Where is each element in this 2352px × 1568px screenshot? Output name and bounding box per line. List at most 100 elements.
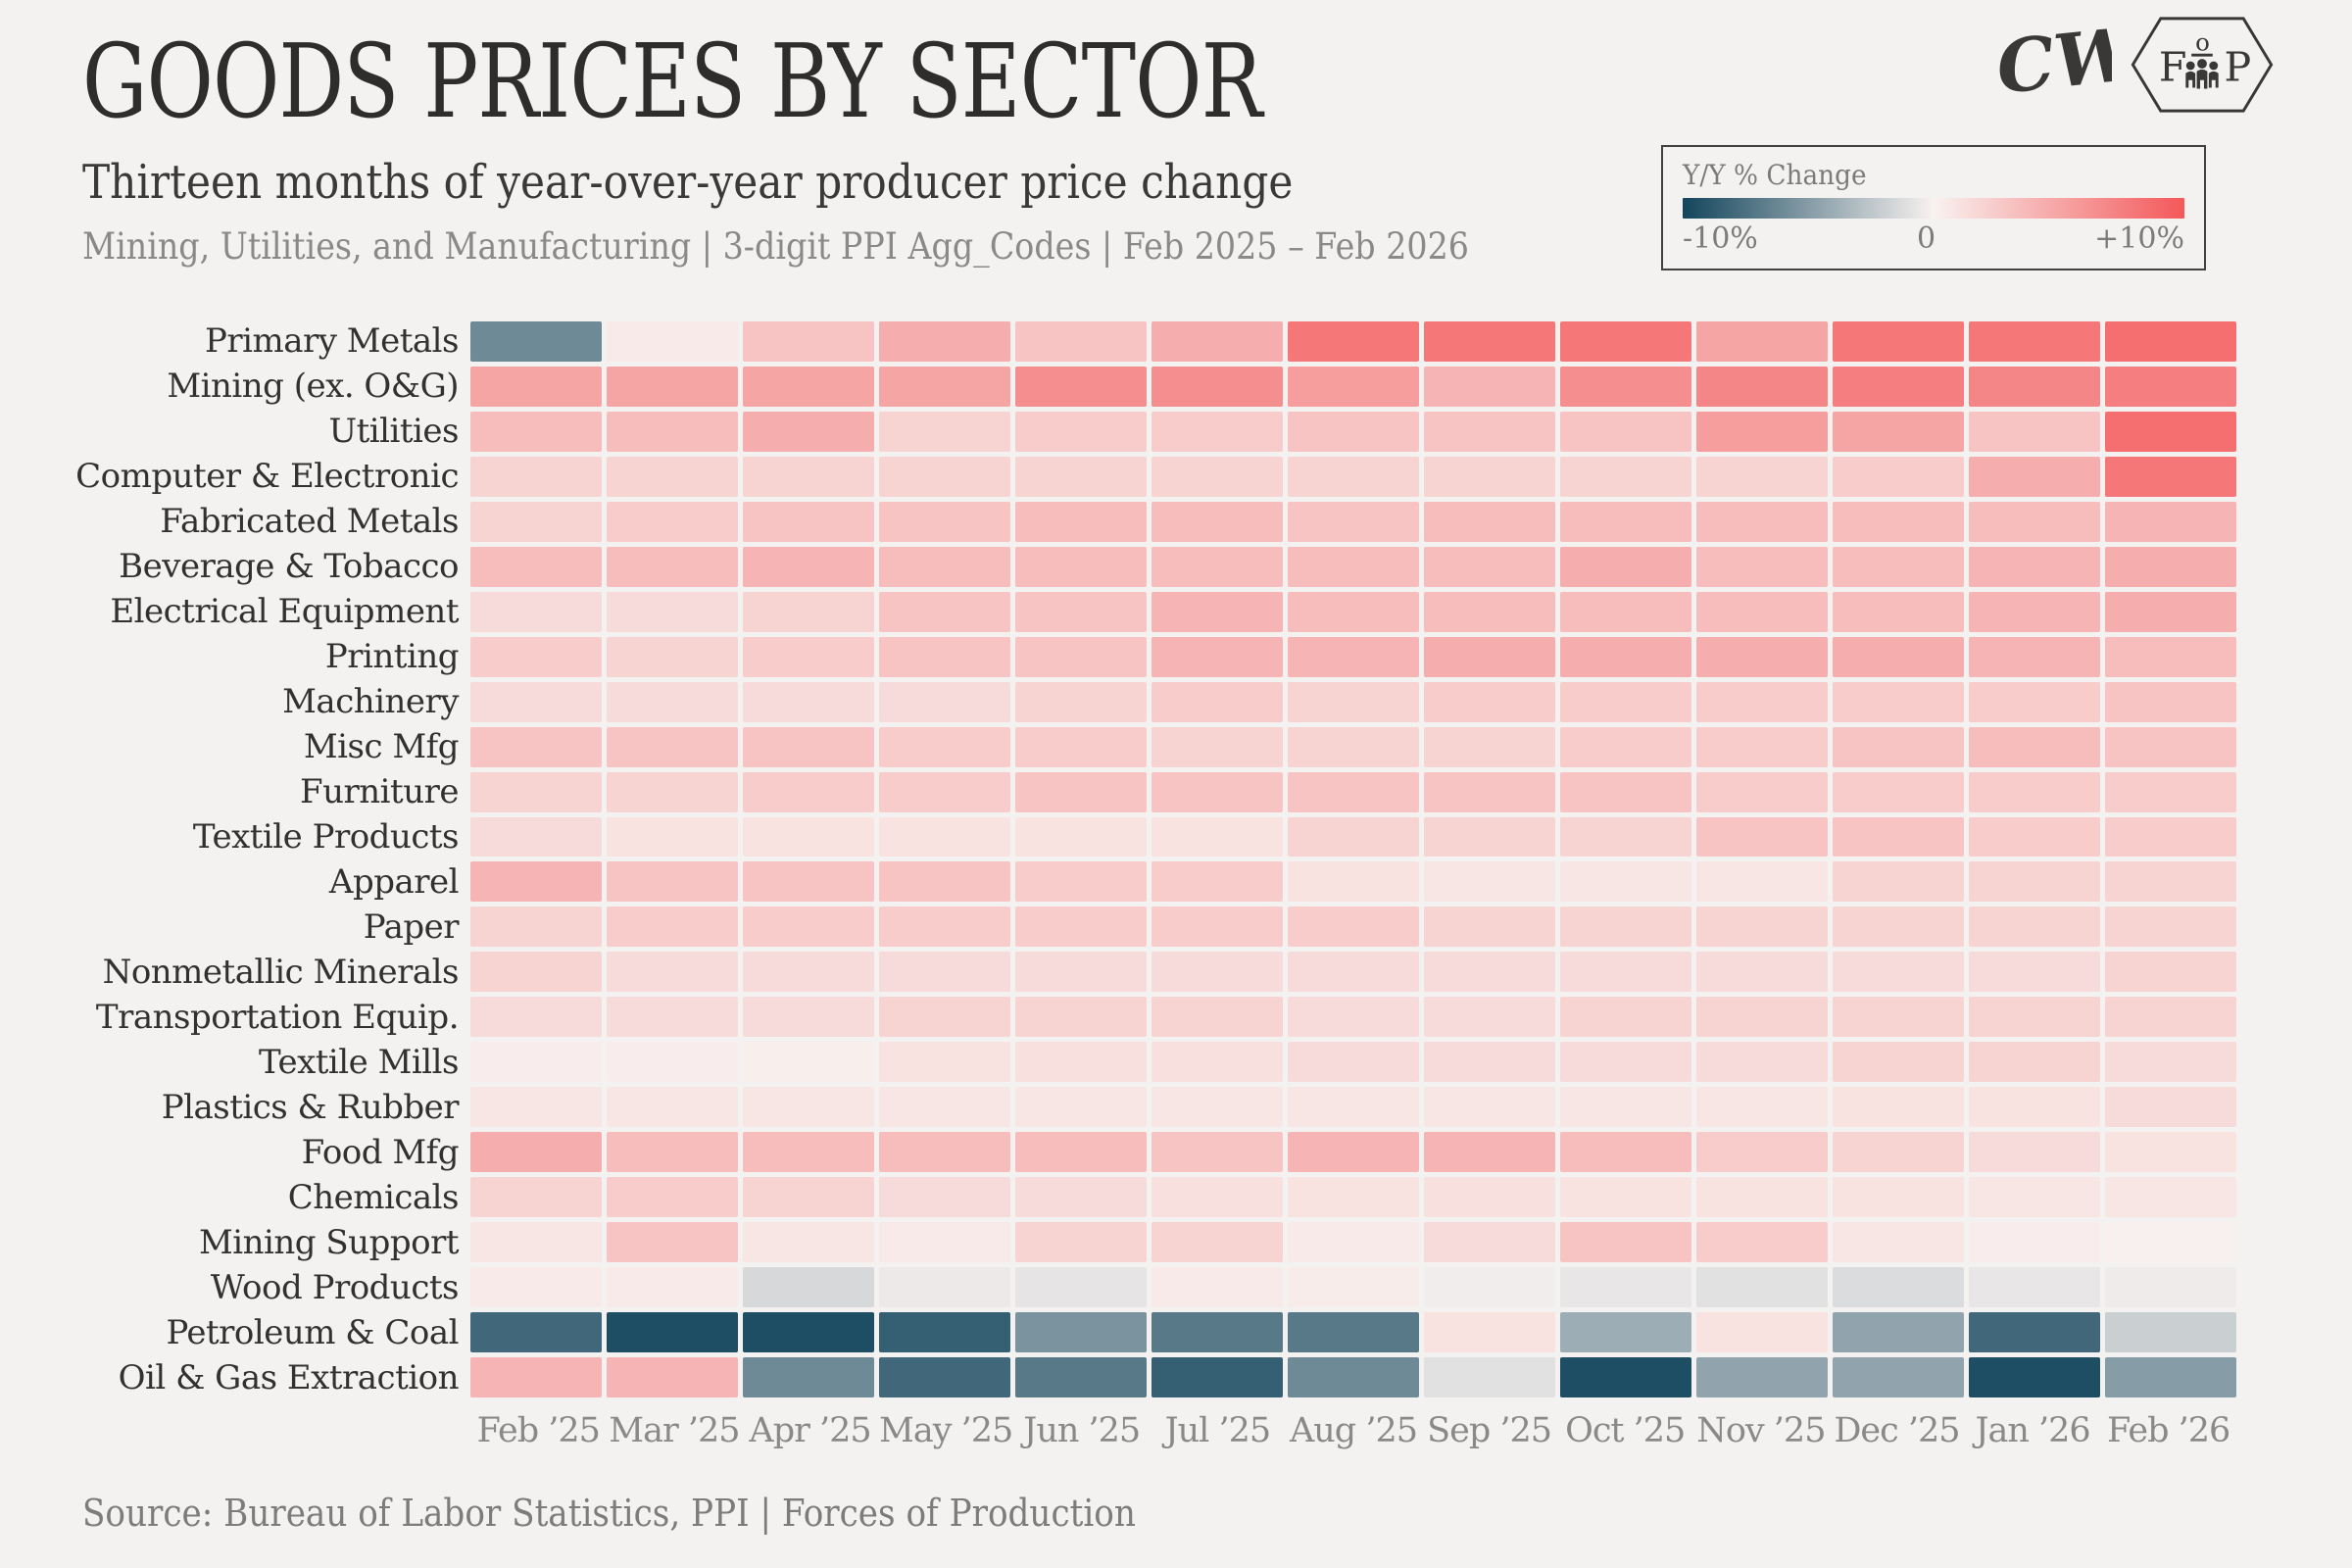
- page-subtitle: Thirteen months of year-over-year produc…: [82, 155, 1294, 210]
- heatmap-cell: [743, 906, 874, 948]
- month-label: Feb ’25: [476, 1411, 601, 1450]
- heatmap-cell: [879, 952, 1010, 993]
- heatmap-cell: [2105, 861, 2236, 903]
- heatmap-cell: [2105, 952, 2236, 993]
- heatmap-cell: [879, 906, 1010, 948]
- heatmap-cell: [470, 501, 602, 542]
- heatmap-cell: [1015, 1357, 1147, 1397]
- heatmap-cell: [1424, 681, 1555, 722]
- row-label: Mining Support: [198, 1222, 460, 1262]
- heatmap-cell: [1424, 771, 1555, 812]
- heatmap-cell: [743, 681, 874, 722]
- heatmap-cell: [2105, 1177, 2236, 1218]
- heatmap-cell: [1560, 636, 1691, 677]
- month-label: May ’25: [879, 1411, 1013, 1450]
- heatmap-cell: [1833, 1087, 1964, 1128]
- heatmap-cell: [879, 726, 1010, 767]
- heatmap-cell: [470, 681, 602, 722]
- heatmap-cell: [1696, 366, 1828, 407]
- heatmap-cell: [1288, 1177, 1419, 1218]
- heatmap-cell: [1969, 726, 2100, 767]
- heatmap-cell: [2105, 501, 2236, 542]
- heatmap-cell: [879, 771, 1010, 812]
- heatmap-cell: [1152, 546, 1283, 587]
- heatmap-cell: [1424, 816, 1555, 858]
- heatmap-cell: [879, 1132, 1010, 1173]
- month-labels: Feb ’25 Mar ’25 Apr ’25 May ’25 Jun ’25 Jul ’…: [470, 1411, 2236, 1450]
- heatmap-cell: [743, 456, 874, 497]
- heatmap-cell: [1015, 456, 1147, 497]
- heatmap-cell: [1152, 1042, 1283, 1083]
- heatmap-cell: [1424, 501, 1555, 542]
- heatmap-cell: [879, 1087, 1010, 1128]
- month-label: Jul ’25: [1164, 1411, 1272, 1450]
- heatmap-cell: [1696, 591, 1828, 632]
- heatmap-cell: [1696, 1042, 1828, 1083]
- heatmap-cell: [1424, 1222, 1555, 1263]
- heatmap-cell: [1560, 1267, 1691, 1308]
- heatmap-cell: [743, 726, 874, 767]
- heatmap-cell: [743, 952, 874, 993]
- fop-letter-o: o: [2195, 27, 2210, 56]
- heatmap-cell: [1833, 501, 1964, 542]
- heatmap-cell: [1288, 861, 1419, 903]
- heatmap-cell: [1424, 636, 1555, 677]
- heatmap-cell: [1015, 591, 1147, 632]
- heatmap-cell: [1560, 861, 1691, 903]
- heatmap-cell: [743, 546, 874, 587]
- month-label: Aug ’25: [1289, 1411, 1418, 1450]
- heatmap-cell: [1969, 906, 2100, 948]
- heatmap-cell: [1015, 501, 1147, 542]
- heatmap-cell: [1015, 997, 1147, 1038]
- heatmap-cell: [607, 1042, 738, 1083]
- heatmap-cell: [607, 1222, 738, 1263]
- heatmap-cell: [1696, 546, 1828, 587]
- heatmap: [470, 321, 2236, 1397]
- row-label: Wood Products: [210, 1267, 460, 1307]
- page-title: GOODS PRICES BY SECTOR: [82, 22, 1262, 141]
- heatmap-cell: [470, 1132, 602, 1173]
- heatmap-cell: [1833, 636, 1964, 677]
- heatmap-cell: [1015, 366, 1147, 407]
- heatmap-cell: [1969, 591, 2100, 632]
- heatmap-cell: [879, 456, 1010, 497]
- heatmap-cell: [607, 1357, 738, 1397]
- heatmap-cell: [879, 1312, 1010, 1353]
- heatmap-cell: [1288, 321, 1419, 362]
- heatmap-cell: [470, 1177, 602, 1218]
- heatmap-cell: [1152, 906, 1283, 948]
- heatmap-cell: [1152, 501, 1283, 542]
- row-label: Utilities: [328, 412, 459, 452]
- heatmap-cell: [743, 1177, 874, 1218]
- heatmap-cell: [1560, 997, 1691, 1038]
- heatmap-cell: [607, 501, 738, 542]
- heatmap-cell: [1015, 1267, 1147, 1308]
- row-label: Oil & Gas Extraction: [118, 1357, 460, 1397]
- heatmap-cell: [1424, 1177, 1555, 1218]
- month-label: Apr ’25: [749, 1411, 871, 1450]
- heatmap-cell: [1424, 1087, 1555, 1128]
- heatmap-cell: [2105, 456, 2236, 497]
- heatmap-cell: [1833, 1357, 1964, 1397]
- heatmap-cell: [1424, 1312, 1555, 1353]
- row-label: Transportation Equip.: [95, 997, 460, 1037]
- page-meta: Mining, Utilities, and Manufacturing | 3…: [82, 225, 1469, 268]
- heatmap-cell: [470, 1042, 602, 1083]
- heatmap-cell: [607, 321, 738, 362]
- heatmap-cell: [1969, 681, 2100, 722]
- heatmap-cell: [1833, 1042, 1964, 1083]
- heatmap-cell: [1152, 1267, 1283, 1308]
- heatmap-cell: [1560, 411, 1691, 452]
- month-label: Jan ’26: [1975, 1411, 2090, 1450]
- heatmap-cell: [1696, 906, 1828, 948]
- heatmap-cell: [470, 366, 602, 407]
- heatmap-cell: [879, 1222, 1010, 1263]
- heatmap-cell: [879, 681, 1010, 722]
- row-label: Machinery: [282, 682, 459, 722]
- heatmap-cell: [1152, 1312, 1283, 1353]
- heatmap-cell: [743, 1357, 874, 1397]
- legend-title: Y/Y % Change: [1683, 159, 1867, 191]
- heatmap-cell: [1424, 591, 1555, 632]
- heatmap-cell: [1424, 997, 1555, 1038]
- fop-letter-p: P: [2225, 44, 2252, 91]
